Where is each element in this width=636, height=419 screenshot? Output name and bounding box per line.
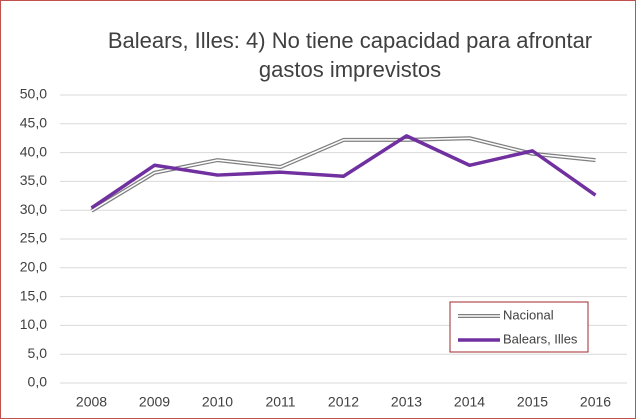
- x-tick-label: 2011: [265, 394, 295, 410]
- x-tick-label: 2010: [202, 394, 233, 410]
- x-tick-label: 2012: [328, 394, 359, 410]
- y-tick-label: 25,0: [20, 230, 47, 246]
- y-tick-label: 10,0: [20, 316, 47, 332]
- y-tick-label: 20,0: [20, 259, 47, 275]
- x-tick-label: 2016: [580, 394, 611, 410]
- legend-label: Balears, Illes: [503, 331, 578, 346]
- x-tick-label: 2008: [76, 394, 107, 410]
- legend-box: [449, 301, 589, 353]
- y-tick-label: 30,0: [20, 201, 47, 217]
- y-tick-label: 40,0: [20, 143, 47, 159]
- x-tick-label: 2015: [517, 394, 548, 410]
- y-tick-label: 0,0: [28, 374, 48, 390]
- y-tick-label: 35,0: [20, 172, 47, 188]
- y-tick-label: 5,0: [28, 345, 48, 361]
- y-tick-label: 50,0: [20, 86, 47, 102]
- x-tick-label: 2014: [454, 394, 485, 410]
- y-tick-label: 15,0: [20, 287, 47, 303]
- series-line: [90, 134, 597, 210]
- y-tick-label: 45,0: [20, 115, 47, 131]
- x-tick-label: 2013: [391, 394, 422, 410]
- legend-label: Nacional: [503, 307, 554, 322]
- chart-title: Balears, Illes: 4) No tiene capacidad pa…: [107, 28, 593, 82]
- x-tick-label: 2009: [139, 394, 170, 410]
